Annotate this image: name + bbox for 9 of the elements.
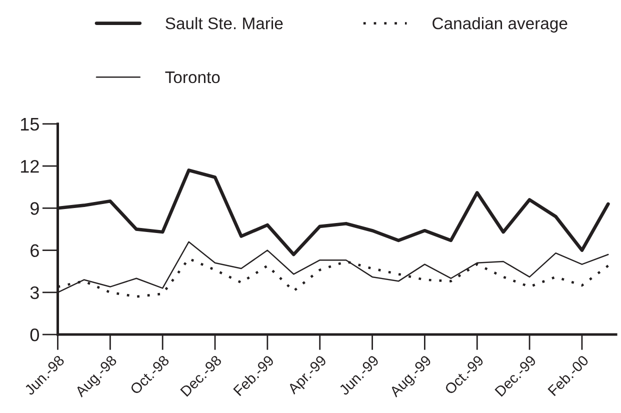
- y-tick-label: 9: [30, 202, 39, 215]
- y-tick-label: 0: [30, 328, 39, 342]
- y-tick-label: 12: [20, 160, 39, 173]
- y-tick-label: 15: [20, 118, 39, 131]
- y-tick-label: 6: [30, 244, 39, 257]
- legend-label: Sault Ste. Marie: [166, 17, 283, 30]
- legend-label: Toronto: [165, 72, 220, 84]
- legend-label: Canadian average: [432, 17, 568, 33]
- y-tick-label: 3: [30, 286, 39, 300]
